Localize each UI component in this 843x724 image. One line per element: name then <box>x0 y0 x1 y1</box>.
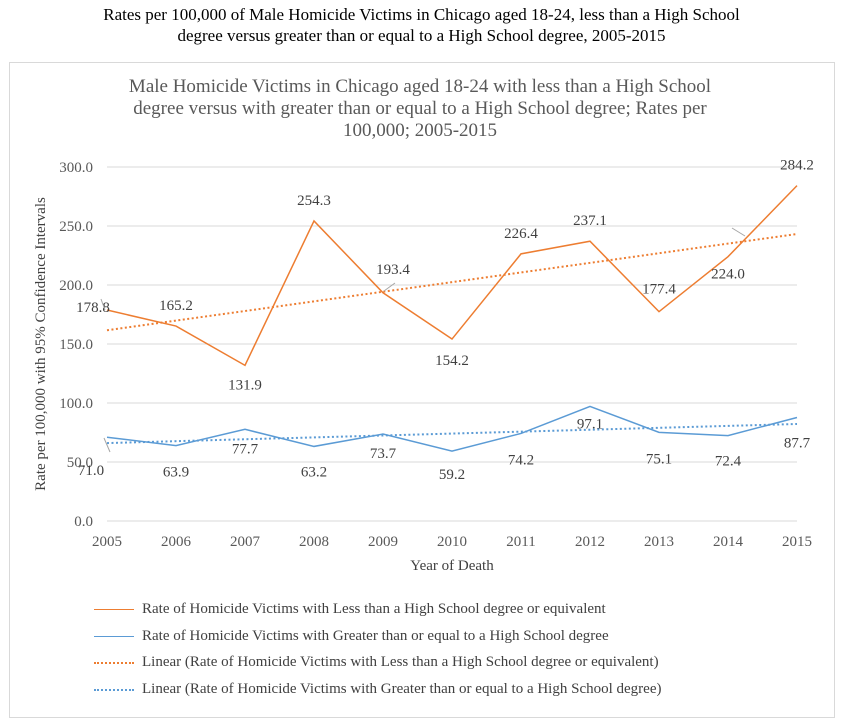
y-tick-label: 0.0 <box>74 514 93 530</box>
data-label: 87.7 <box>784 436 811 452</box>
x-tick-label: 2013 <box>644 534 674 550</box>
x-tick-label: 2005 <box>92 534 122 550</box>
y-tick-label: 50.0 <box>67 455 93 471</box>
chart-frame <box>9 62 835 718</box>
data-label: 165.2 <box>159 298 193 314</box>
data-label: 71.0 <box>78 463 104 479</box>
x-tick-label: 2011 <box>506 534 535 550</box>
data-label: 97.1 <box>577 416 603 432</box>
data-label: 75.1 <box>646 451 672 467</box>
x-axis-title: Year of Death <box>410 558 494 574</box>
trendline-2 <box>106 232 798 332</box>
legend-label-less-hs: Rate of Homicide Victims with Less than … <box>142 601 606 617</box>
data-label: 63.9 <box>163 465 189 481</box>
legend-swatch-ge-hs <box>94 635 134 637</box>
y-tick-label: 200.0 <box>59 278 93 294</box>
figure-title: Rates per 100,000 of Male Homicide Victi… <box>0 4 843 46</box>
x-tick-label: 2012 <box>575 534 605 550</box>
legend-label-ge-hs: Rate of Homicide Victims with Greater th… <box>142 627 609 644</box>
series-line-1 <box>106 405 798 452</box>
legend-swatch-trend-less-hs <box>94 662 134 664</box>
legend-item-trend-less-hs: Linear (Rate of Homicide Victims with Le… <box>94 649 794 676</box>
figure-title-line-1: Rates per 100,000 of Male Homicide Victi… <box>103 5 740 24</box>
y-tick-label: 100.0 <box>59 396 93 412</box>
data-label: 224.0 <box>711 267 745 283</box>
chart-title-line-2: degree versus with greater than or equal… <box>133 98 707 119</box>
leader-line <box>103 437 111 453</box>
data-label: 226.4 <box>504 226 538 242</box>
y-tick-label: 300.0 <box>59 160 93 176</box>
data-label: 193.4 <box>376 262 410 278</box>
x-tick-label: 2008 <box>299 534 329 550</box>
data-label: 59.2 <box>439 467 465 483</box>
data-label: 72.4 <box>715 454 742 470</box>
figure-title-line-2: degree versus greater than or equal to a… <box>177 26 666 45</box>
data-label: 177.4 <box>642 282 676 298</box>
data-label: 154.2 <box>435 353 469 369</box>
legend-swatch-trend-ge-hs <box>94 688 134 691</box>
legend-item-less-hs: Rate of Homicide Victims with Less than … <box>94 596 794 623</box>
x-tick-label: 2007 <box>230 534 261 550</box>
x-tick-label: 2010 <box>437 534 467 550</box>
legend-swatch-less-hs <box>94 609 134 610</box>
chart-title-line-3: 100,000; 2005-2015 <box>342 120 498 141</box>
x-tick-label: 2006 <box>161 534 192 550</box>
series-line-0 <box>106 185 798 367</box>
leader-line <box>383 282 396 292</box>
y-tick-label: 250.0 <box>59 219 93 235</box>
legend-label-trend-ge-hs: Linear (Rate of Homicide Victims with Gr… <box>142 680 662 697</box>
x-tick-label: 2009 <box>368 534 398 550</box>
leader-line <box>731 227 746 237</box>
chart-title: Male Homicide Victims in Chicago aged 18… <box>60 76 780 142</box>
data-label: 63.2 <box>301 464 327 480</box>
y-tick-label: 150.0 <box>59 337 93 353</box>
legend-item-trend-ge-hs: Linear (Rate of Homicide Victims with Gr… <box>94 676 794 703</box>
chart-legend: Rate of Homicide Victims with Less than … <box>94 596 794 702</box>
data-label: 131.9 <box>228 377 262 393</box>
x-tick-label: 2015 <box>782 534 812 550</box>
data-label: 77.7 <box>232 441 259 457</box>
legend-label-trend-less-hs: Linear (Rate of Homicide Victims with Le… <box>142 654 659 670</box>
data-label: 178.8 <box>76 300 110 316</box>
data-label: 237.1 <box>573 213 607 229</box>
data-label: 284.2 <box>780 158 814 174</box>
legend-item-ge-hs: Rate of Homicide Victims with Greater th… <box>94 623 794 650</box>
chart-title-line-1: Male Homicide Victims in Chicago aged 18… <box>128 76 712 97</box>
data-label: 73.7 <box>370 446 397 462</box>
leader-line <box>100 298 106 311</box>
x-tick-label: 2014 <box>713 534 744 550</box>
y-axis-title: Rate per 100,000 with 95% Confidence Int… <box>33 197 49 491</box>
data-label: 74.2 <box>508 452 534 468</box>
data-label: 254.3 <box>297 193 331 209</box>
